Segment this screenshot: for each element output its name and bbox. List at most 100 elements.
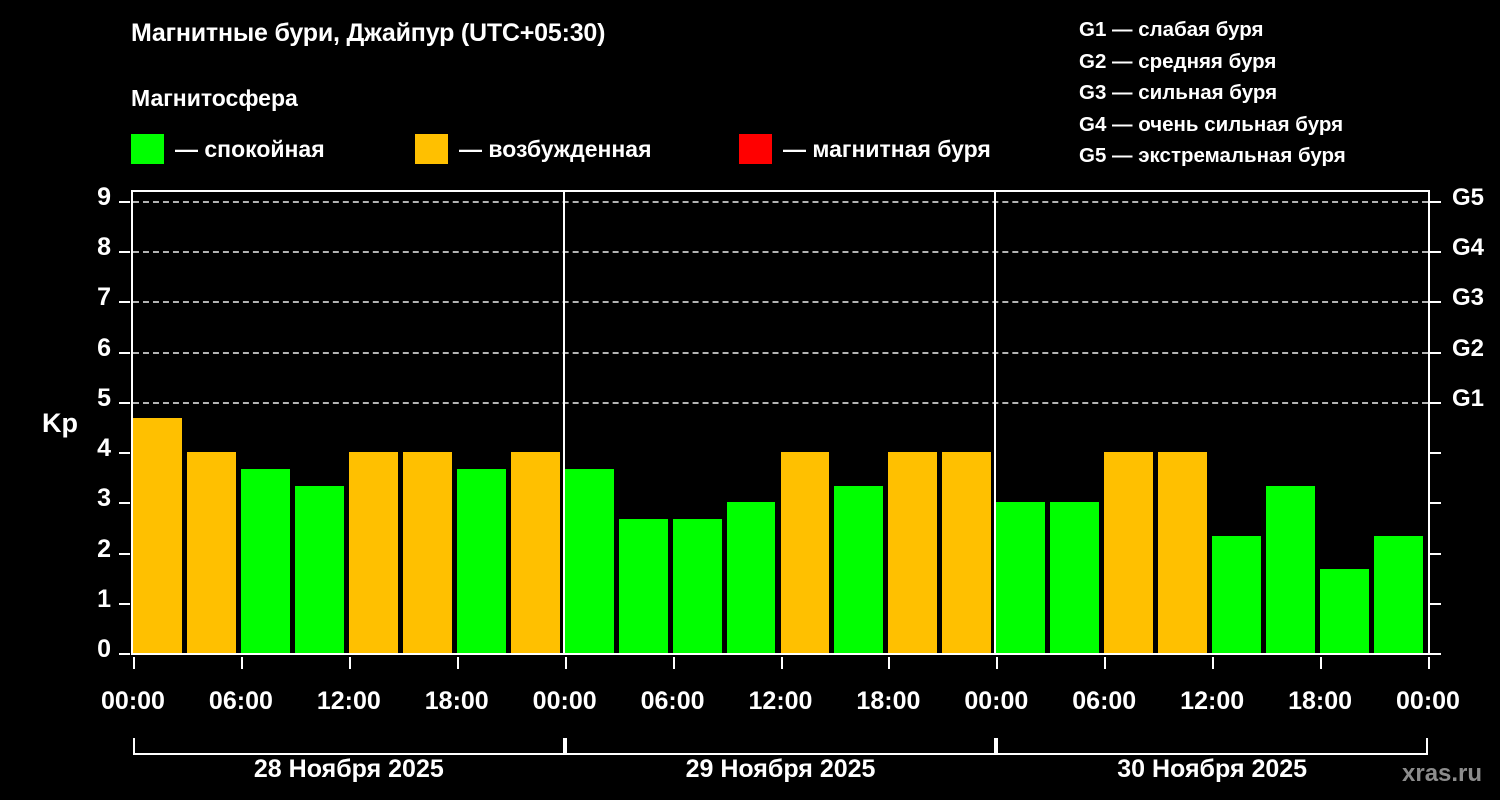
bar — [1158, 452, 1208, 653]
plot-area — [131, 190, 1430, 655]
y-axis-tick-label: 5 — [97, 383, 111, 412]
g-axis-tick-mark — [1430, 602, 1441, 605]
watermark: xras.ru — [1402, 760, 1483, 787]
g-axis-tick-mark — [1430, 502, 1441, 505]
bar-series — [133, 192, 1428, 653]
bar — [1374, 535, 1423, 653]
legend-item-label: — магнитная буря — [783, 135, 991, 162]
bar — [564, 468, 614, 653]
g-axis-tick-label: G3 — [1452, 284, 1485, 312]
y-axis-tick-mark — [119, 351, 130, 354]
legend-item-label: — возбужденная — [459, 135, 652, 162]
g-axis-tick-mark — [1430, 653, 1441, 655]
gridline — [133, 201, 1428, 203]
legend-item[interactable]: — магнитная буря — [739, 130, 991, 168]
x-axis-tick-mark — [133, 657, 135, 669]
bar — [888, 452, 938, 653]
g-scale-row: G3 — сильная буря — [1079, 81, 1278, 104]
bar — [996, 502, 1046, 653]
bar — [1050, 502, 1100, 653]
x-axis-tick-mark — [348, 657, 351, 669]
y-axis-tick-label: 6 — [97, 333, 111, 362]
y-axis-tick-label: 3 — [97, 484, 111, 513]
y-axis-label: Kp — [42, 408, 78, 438]
x-axis-tick-mark — [1320, 657, 1323, 669]
x-axis-tick-mark — [564, 657, 567, 669]
bar — [726, 502, 776, 653]
g-axis-tick-mark — [1430, 552, 1441, 555]
bar — [618, 518, 668, 653]
g-axis-tick-mark — [1430, 201, 1441, 203]
g-scale-row: G5 — экстремальная буря — [1079, 144, 1346, 167]
y-axis-tick-mark — [119, 552, 130, 555]
y-axis-tick-mark — [119, 251, 130, 254]
y-axis-tick-label: 4 — [97, 434, 111, 463]
gridline — [133, 351, 1428, 354]
gridline — [133, 301, 1428, 304]
bar — [133, 418, 182, 653]
y-axis-tick-mark — [119, 401, 130, 404]
day-separator — [562, 192, 565, 653]
gridline — [133, 251, 1428, 254]
x-axis-tick-label: 06:00 — [1072, 687, 1137, 715]
calm-swatch — [131, 134, 164, 164]
g-axis-tick-label: G1 — [1452, 384, 1485, 412]
g-axis-tick-mark — [1430, 401, 1441, 404]
date-label: 28 Ноября 2025 — [253, 755, 444, 783]
x-axis-tick-label: 06:00 — [208, 687, 273, 715]
y-axis-tick-label: 8 — [97, 233, 111, 262]
legend-item[interactable]: — спокойная — [131, 130, 325, 168]
x-axis-tick-label: 00:00 — [1396, 687, 1460, 715]
y-axis-tick-mark — [119, 602, 130, 605]
bar — [1320, 569, 1370, 653]
bar — [510, 452, 560, 653]
g-scale-row: G2 — средняя буря — [1079, 49, 1277, 73]
date-bracket — [564, 738, 997, 755]
x-axis-tick-mark — [240, 657, 243, 669]
g-axis-tick-mark — [1430, 452, 1441, 455]
date-bracket — [133, 738, 565, 755]
y-axis-tick-mark — [119, 502, 130, 505]
bar — [294, 485, 344, 653]
legend-heading: Магнитосфера — [131, 85, 298, 111]
bar — [456, 468, 506, 653]
y-axis-tick-label: 1 — [97, 584, 111, 613]
x-axis-tick-mark — [1104, 657, 1107, 669]
date-label: 29 Ноября 2025 — [685, 755, 876, 783]
bar — [1104, 452, 1154, 653]
g-axis-tick-mark — [1430, 301, 1441, 304]
x-axis-tick-label: 06:00 — [640, 687, 705, 715]
y-axis-tick-mark — [119, 301, 130, 304]
y-axis-tick-label: 2 — [97, 534, 111, 563]
x-axis-tick-mark — [456, 657, 459, 669]
day-separator — [994, 192, 997, 653]
bar — [780, 452, 830, 653]
bar — [348, 452, 398, 653]
y-axis-tick-mark — [119, 653, 130, 655]
g-scale-row: G1 — слабая буря — [1079, 18, 1264, 41]
y-axis-tick-mark — [119, 452, 130, 455]
x-axis-tick-mark — [1428, 657, 1430, 669]
g-scale-legend: G1 — слабая буря G2 — средняя буря G3 — си… — [1079, 14, 1500, 172]
legend-item[interactable]: — возбужденная — [415, 130, 652, 168]
bar — [1266, 485, 1316, 653]
y-axis-tick-label: 7 — [97, 283, 111, 312]
y-axis-tick-label: 0 — [97, 635, 111, 663]
g-axis-tick-label: G2 — [1452, 334, 1485, 362]
x-axis-tick-mark — [996, 657, 999, 669]
legend-item-label: — спокойная — [175, 135, 325, 162]
page-title: Магнитные бури, Джайпур (UTC+05:30) — [131, 19, 606, 47]
y-axis-tick-label: 9 — [97, 183, 111, 211]
x-axis-tick-label: 00:00 — [964, 687, 1029, 715]
x-axis-tick-mark — [780, 657, 783, 669]
bar — [672, 518, 722, 653]
x-axis-tick-label: 12:00 — [748, 687, 813, 715]
date-bracket — [996, 738, 1428, 755]
x-axis-tick-label: 18:00 — [1288, 687, 1353, 715]
x-axis-tick-label: 00:00 — [532, 687, 597, 715]
g-scale-row: G4 — очень сильная буря — [1079, 112, 1344, 136]
bar — [1212, 535, 1262, 653]
date-label: 30 Ноября 2025 — [1117, 755, 1308, 783]
x-axis-tick-label: 12:00 — [1180, 687, 1245, 715]
